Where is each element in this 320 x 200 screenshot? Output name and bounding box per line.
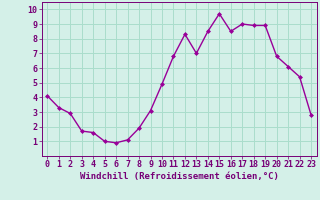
X-axis label: Windchill (Refroidissement éolien,°C): Windchill (Refroidissement éolien,°C) xyxy=(80,172,279,181)
